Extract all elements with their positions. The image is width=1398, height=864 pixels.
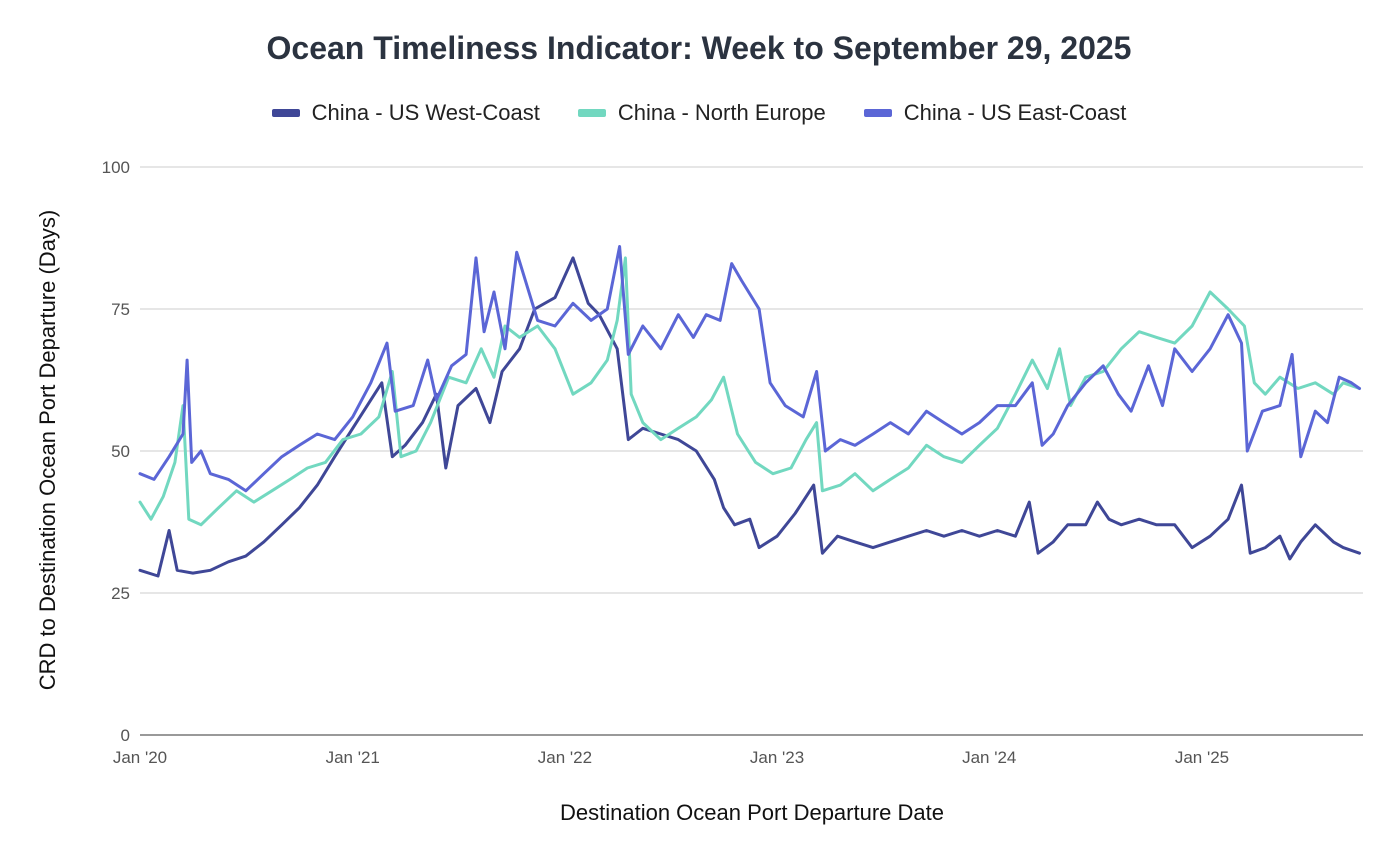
x-tick-label: Jan '25 <box>1175 748 1229 767</box>
legend-item-north-europe: China - North Europe <box>577 100 826 126</box>
chart-title: Ocean Timeliness Indicator: Week to Sept… <box>266 30 1132 66</box>
series-line-china-us-east-coast <box>138 245 1361 493</box>
y-tick-label: 100 <box>102 158 130 177</box>
legend-label-west-coast: China - US West-Coast <box>311 100 540 125</box>
x-tick-label: Jan '24 <box>962 748 1016 767</box>
x-tick-label: Jan '20 <box>113 748 167 767</box>
y-tick-label: 0 <box>121 726 130 745</box>
legend-item-west-coast: China - US West-Coast <box>271 100 540 126</box>
y-tick-label: 75 <box>111 300 130 319</box>
series-line-china-us-west-coast <box>138 256 1361 578</box>
legend-swatch-north-europe <box>577 109 606 117</box>
x-tick-label: Jan '22 <box>538 748 592 767</box>
x-tick-label: Jan '21 <box>326 748 380 767</box>
series-line-china-north-europe <box>138 256 1361 527</box>
legend-swatch-east-coast <box>863 109 892 117</box>
legend-item-east-coast: China - US East-Coast <box>863 100 1127 126</box>
y-tick-label: 50 <box>111 442 130 461</box>
x-axis-label: Destination Ocean Port Departure Date <box>560 800 944 825</box>
y-axis-label: CRD to Destination Ocean Port Departure … <box>35 209 60 691</box>
legend-swatch-west-coast <box>271 109 300 117</box>
x-tick-label: Jan '23 <box>750 748 804 767</box>
legend: China - US West-Coast China - North Euro… <box>0 100 1398 126</box>
y-tick-label: 25 <box>111 584 130 603</box>
legend-label-east-coast: China - US East-Coast <box>903 100 1127 125</box>
legend-label-north-europe: China - North Europe <box>617 100 826 125</box>
